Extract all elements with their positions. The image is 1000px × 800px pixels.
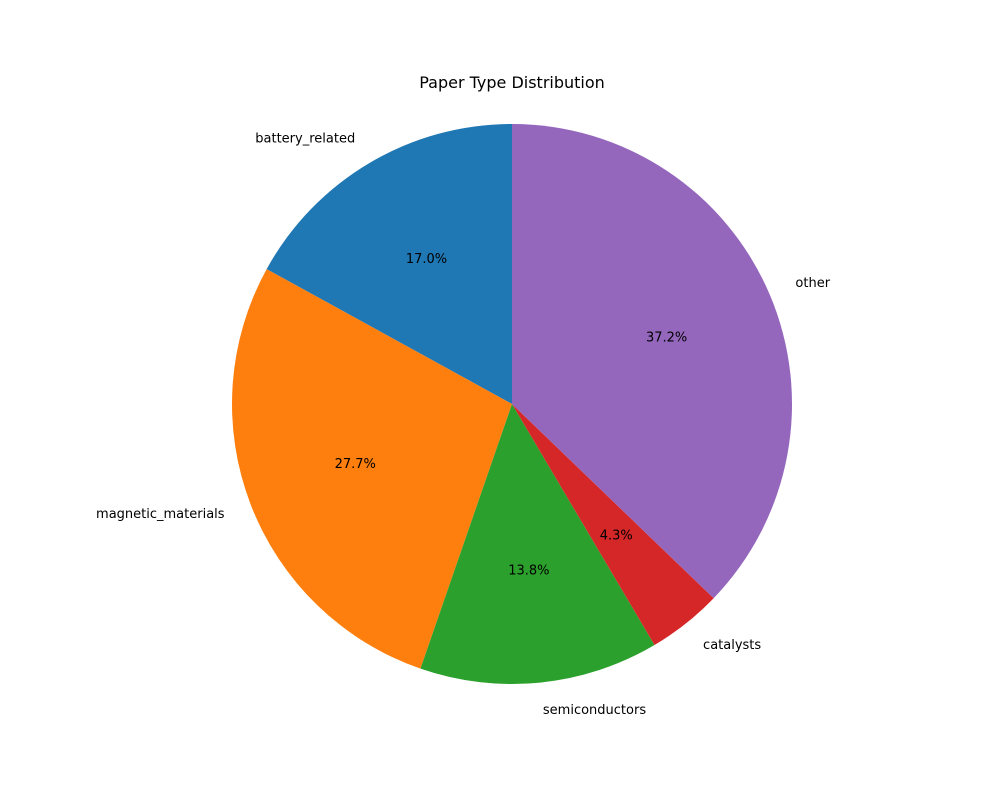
- pie-percent-label: 4.3%: [600, 528, 633, 543]
- pie-slices: [231, 124, 792, 684]
- pie-slice-other: [512, 124, 792, 599]
- pie-percent-label: 13.8%: [508, 564, 549, 579]
- pie-percent-label: 37.2%: [646, 331, 687, 346]
- pie-slice-semiconductors: [420, 404, 655, 684]
- pie-slice-catalysts: [512, 404, 714, 646]
- pie-percent-label: 27.7%: [335, 457, 376, 472]
- pie-category-label: magnetic_materials: [96, 507, 225, 522]
- pie-slice-battery-related: [266, 124, 512, 404]
- pie-category-label: semiconductors: [543, 703, 646, 718]
- pie-slice-magnetic-materials: [231, 269, 513, 669]
- pie-category-label: catalysts: [703, 638, 761, 653]
- pie-percent-label: 17.0%: [406, 252, 447, 267]
- pie-category-label: other: [795, 276, 830, 291]
- pie-labels: 17.0% battery_related 27.7% magnetic_materi…: [96, 131, 831, 718]
- pie-category-label: battery_related: [255, 131, 355, 146]
- chart-title: Paper Type Distribution: [419, 73, 605, 92]
